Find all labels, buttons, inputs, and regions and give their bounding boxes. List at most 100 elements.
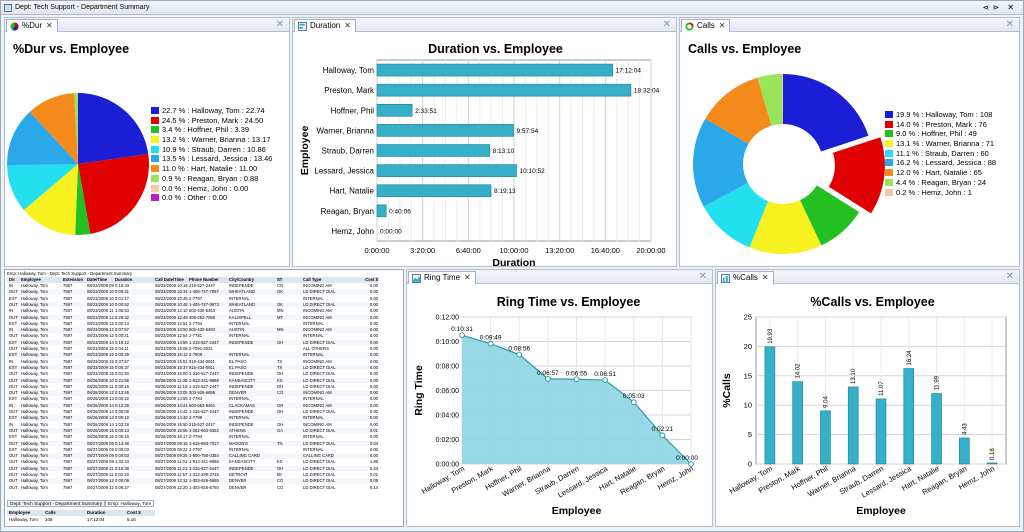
bar[interactable] xyxy=(959,437,970,465)
tab-close-icon[interactable]: ✕ xyxy=(761,273,769,282)
bar[interactable] xyxy=(376,164,517,177)
pie-slice[interactable] xyxy=(78,93,149,164)
bar[interactable] xyxy=(903,368,915,465)
bar[interactable] xyxy=(376,184,492,198)
bar[interactable] xyxy=(986,462,998,465)
donut-slice[interactable] xyxy=(693,118,749,207)
donut-slice[interactable] xyxy=(705,77,772,144)
data-point[interactable] xyxy=(487,340,494,347)
donut-slice[interactable] xyxy=(783,74,869,152)
table-row[interactable]: IN Halloway, Tom 7597 08/26/2009 14:29:500:… xyxy=(7,402,379,409)
panel-close-icon[interactable]: ✕ xyxy=(698,271,707,282)
bar[interactable] xyxy=(875,398,887,465)
donut-slice[interactable] xyxy=(703,182,769,248)
y-tick-label: Lessard, Jessica xyxy=(314,167,374,176)
bar[interactable] xyxy=(764,346,776,465)
data-point[interactable] xyxy=(602,377,609,383)
grid-tab[interactable]: Emp: Halloway, Tom xyxy=(105,500,155,507)
bar[interactable] xyxy=(376,83,632,97)
data-point[interactable] xyxy=(516,351,523,358)
pie-slice[interactable] xyxy=(78,153,149,234)
bar[interactable] xyxy=(376,124,514,137)
bar[interactable] xyxy=(931,393,942,465)
grid-cell: 7597 xyxy=(63,295,73,301)
pie-slice[interactable] xyxy=(7,164,79,210)
donut-slice[interactable] xyxy=(800,185,860,246)
grid-tab[interactable]: Dept: Tech Support - Department Summary xyxy=(7,500,106,507)
call-detail-grid[interactable]: Emp: Halloway, Tom - Dept: Tech Support … xyxy=(5,270,403,526)
donut-slice[interactable] xyxy=(749,200,822,254)
bar[interactable] xyxy=(376,63,613,77)
legend-swatch xyxy=(151,126,159,134)
data-point[interactable] xyxy=(573,376,580,383)
tab-close-icon[interactable]: ✕ xyxy=(464,273,471,282)
table-row[interactable]: IN Halloway, Tom 7597 08/23/2009 15:16:400:… xyxy=(7,359,379,365)
tab-close-icon[interactable]: ✕ xyxy=(344,21,351,30)
share-icon[interactable]: ⋖⋗ ✕ xyxy=(982,3,1017,12)
bar[interactable] xyxy=(820,410,831,465)
table-row[interactable]: IN Halloway, Tom 7597 08/26/2009 14:47:001:… xyxy=(7,422,379,428)
pie-slice[interactable] xyxy=(74,93,78,164)
donut-slice[interactable] xyxy=(757,74,783,126)
data-point[interactable] xyxy=(688,461,694,467)
tab-pct-calls[interactable]: %Calls ✕ xyxy=(717,271,774,284)
pie-slice[interactable] xyxy=(75,164,91,235)
data-point[interactable] xyxy=(544,375,551,382)
bar[interactable] xyxy=(376,103,413,117)
tab-calls[interactable]: Calls ✕ xyxy=(681,19,731,32)
panel-close-icon[interactable]: ✕ xyxy=(275,19,284,30)
tab-close-icon[interactable]: ✕ xyxy=(46,21,53,30)
table-row[interactable]: IN Halloway, Tom 7597 08/23/2009 09:33:240:… xyxy=(7,283,379,289)
donut-slice[interactable] xyxy=(828,137,885,214)
panel-close-icon[interactable]: ✕ xyxy=(1005,19,1014,30)
tab-ring-time[interactable]: Ring Time ✕ xyxy=(408,271,476,284)
bar[interactable] xyxy=(847,386,859,465)
grid-cell: 503-653-9461 xyxy=(189,402,216,408)
tab-close-icon[interactable]: ✕ xyxy=(718,21,726,30)
data-point[interactable] xyxy=(459,332,465,339)
bar[interactable] xyxy=(376,204,387,218)
data-point[interactable] xyxy=(630,399,637,406)
table-row[interactable]: IN Halloway, Tom 7597 08/23/2009 12:57:220:… xyxy=(7,327,379,333)
legend-swatch xyxy=(151,116,159,124)
table-row[interactable]: IN Halloway, Tom 7597 08/23/2009 11:00:191:… xyxy=(7,308,379,314)
donut-slice[interactable] xyxy=(781,74,783,125)
tab-pct-dur[interactable]: %Dur ✕ xyxy=(6,19,58,32)
tab-duration[interactable]: Duration ✕ xyxy=(294,19,356,32)
panel-close-icon[interactable]: ✕ xyxy=(1005,271,1014,282)
data-point[interactable] xyxy=(659,432,666,439)
panel-close-icon[interactable]: ✕ xyxy=(662,19,671,30)
pie-slice[interactable] xyxy=(23,164,78,235)
pie-slice[interactable] xyxy=(29,93,78,164)
pie-slice[interactable] xyxy=(7,111,79,166)
bar[interactable] xyxy=(376,144,490,157)
bar[interactable] xyxy=(792,381,803,465)
